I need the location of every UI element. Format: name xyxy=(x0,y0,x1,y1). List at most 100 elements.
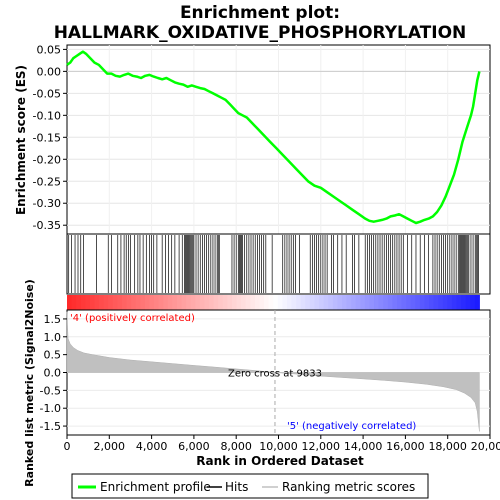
color-bar-segment xyxy=(181,295,187,310)
x-axis-ticks: 0 2,000 4,000 6,000 8,000 10,000 12,000 14,000 1… xyxy=(64,435,500,453)
color-bar-segment xyxy=(296,295,302,310)
color-bar-segment xyxy=(135,295,141,310)
color-bar-segment xyxy=(286,295,293,310)
hits-panel-frame xyxy=(66,233,491,295)
color-bar-segment xyxy=(108,295,114,310)
es-gridlines xyxy=(67,45,490,234)
color-bar-segment xyxy=(401,295,407,310)
color-bar-segment xyxy=(346,295,352,310)
color-bar-segment xyxy=(328,295,334,310)
color-bar-segment xyxy=(364,295,370,310)
color-bar-segment xyxy=(218,295,224,310)
color-bar-segment xyxy=(89,295,95,310)
color-bar-segment xyxy=(406,295,412,310)
color-bar-segment xyxy=(378,295,384,310)
color-bar-segment xyxy=(103,295,109,310)
x-tick-label: 10,000 xyxy=(259,440,298,453)
color-bar-segment xyxy=(442,295,448,310)
color-bar-segment xyxy=(76,295,82,310)
color-bar-segment xyxy=(305,295,311,310)
color-bar-segment xyxy=(465,295,471,310)
color-bar-segment xyxy=(241,295,247,310)
es-y-tick-label: -0.25 xyxy=(33,175,61,188)
hit-markers xyxy=(68,235,479,293)
es-y-axis-label: Enrichment score (ES) xyxy=(14,65,28,215)
ranking-y-axis-label: Ranked list metric (Signal2Noise) xyxy=(23,279,36,487)
color-bar-segment xyxy=(433,295,439,310)
positive-correlation-label: '4' (positively correlated) xyxy=(70,313,195,324)
color-bar-segment xyxy=(222,295,228,310)
zero-cross-label: Zero cross at 9833 xyxy=(228,369,322,380)
chart-title-line2: HALLMARK_OXIDATIVE_PHOSPHORYLATION xyxy=(54,23,467,43)
x-tick-label: 8,000 xyxy=(220,440,252,453)
x-tick-label: 6,000 xyxy=(178,440,210,453)
color-bar-segment xyxy=(282,295,288,310)
color-bar-segment xyxy=(355,295,361,310)
color-bar-segment xyxy=(85,295,91,310)
legend-ranking-label: Ranking metric scores xyxy=(282,480,415,494)
color-bar-segment xyxy=(351,295,357,310)
color-bar-segment xyxy=(264,295,270,310)
ranking-metric-area xyxy=(66,311,480,432)
color-bar-segment xyxy=(195,295,201,310)
legend-hits-label: Hits xyxy=(225,480,248,494)
color-bar-segment xyxy=(429,295,435,310)
color-bar-segment xyxy=(392,295,398,310)
color-bar-segment xyxy=(158,295,164,310)
color-bar-segment xyxy=(154,295,160,310)
color-bar-segment xyxy=(341,295,348,310)
color-bar-segment xyxy=(250,295,256,310)
es-y-tick-label: -0.15 xyxy=(33,131,61,144)
ranking-y-tick-label: 1.5 xyxy=(44,313,62,326)
color-bar-segment xyxy=(99,295,105,310)
color-bar-segment xyxy=(451,295,458,310)
color-bar-segment xyxy=(374,295,380,310)
color-bar-segment xyxy=(332,295,338,310)
es-y-tick-label: 0.05 xyxy=(37,43,62,56)
chart-title-line1: Enrichment plot: xyxy=(180,3,340,23)
ranking-y-tick-label: -0.5 xyxy=(40,384,61,397)
color-bar-segment xyxy=(254,295,260,310)
color-bar-segment xyxy=(323,295,329,310)
color-bar-segment xyxy=(204,295,210,310)
es-y-tick-label: -0.35 xyxy=(33,219,61,232)
color-bar-segment xyxy=(369,295,375,310)
color-bar-segment xyxy=(126,295,132,310)
color-bar-segment xyxy=(131,295,137,310)
color-bar-segment xyxy=(456,295,462,310)
color-bar-segment xyxy=(410,295,416,310)
color-bar-segment xyxy=(186,295,192,310)
es-y-tick-label: -0.10 xyxy=(33,109,61,122)
ranking-y-tick-label: -1.5 xyxy=(40,420,61,433)
es-y-tick-label: -0.30 xyxy=(33,197,61,210)
es-y-tick-label: 0.00 xyxy=(37,65,62,78)
color-bar-segment xyxy=(80,295,86,310)
x-tick-label: 16,000 xyxy=(386,440,425,453)
color-bar-segment xyxy=(419,295,425,310)
ranking-y-tick-label: 0.5 xyxy=(44,349,62,362)
color-bar-segment xyxy=(300,295,306,310)
x-tick-label: 4,000 xyxy=(136,440,168,453)
color-bar-segment xyxy=(149,295,155,310)
color-bar-segment xyxy=(190,295,196,310)
color-bar-segment xyxy=(117,295,123,310)
color-bar-segment xyxy=(396,295,403,310)
color-bar-segment xyxy=(144,295,150,310)
color-bar-segment xyxy=(227,295,233,310)
color-bar-segment xyxy=(387,295,393,310)
es-y-ticks: 0.05 0.00 -0.05 -0.10 -0.15 -0.20 -0.25 -0.30 -0… xyxy=(33,43,67,232)
color-bar-segment xyxy=(277,295,283,310)
color-bar-segment xyxy=(245,295,251,310)
color-bar-segment xyxy=(112,295,118,310)
ranking-y-tick-label: 0.0 xyxy=(44,367,62,380)
legend-enrichment-label: Enrichment profile xyxy=(100,480,211,494)
color-bar-segment xyxy=(209,295,215,310)
es-y-tick-label: -0.05 xyxy=(33,87,61,100)
color-bar-segment xyxy=(424,295,430,310)
legend-box xyxy=(71,473,429,499)
color-bar-segment xyxy=(268,295,274,310)
ranking-y-tick-label: -1.0 xyxy=(40,402,61,415)
x-tick-label: 0 xyxy=(64,440,71,453)
color-bar-segment xyxy=(291,295,297,310)
color-bar-segment xyxy=(447,295,453,310)
